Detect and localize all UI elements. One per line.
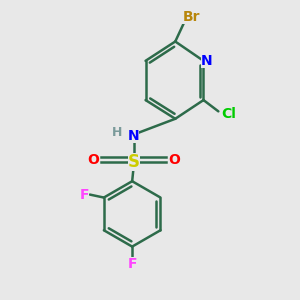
Text: H: H [112,126,122,139]
Text: Br: Br [182,10,200,24]
Text: O: O [168,152,180,167]
Text: S: S [128,153,140,171]
Text: O: O [88,152,100,167]
Text: F: F [128,257,137,272]
Text: F: F [80,188,89,202]
Text: N: N [128,129,140,143]
Text: Cl: Cl [221,107,236,121]
Text: N: N [201,54,212,68]
